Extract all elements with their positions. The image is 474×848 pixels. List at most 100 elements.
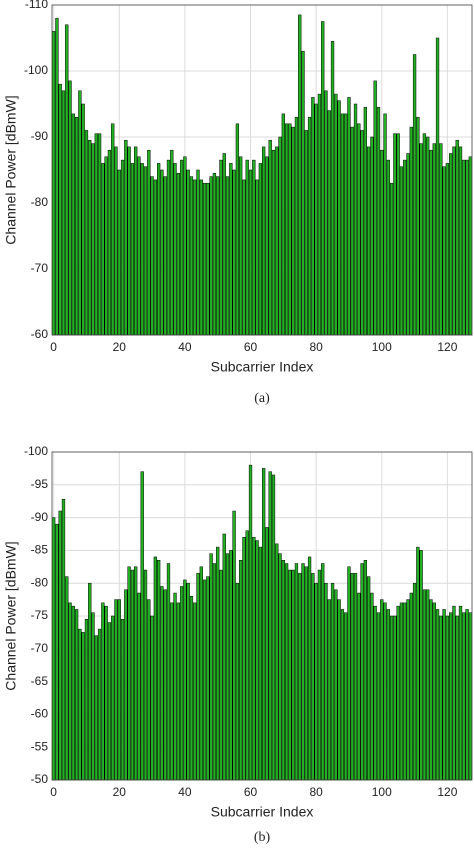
bar xyxy=(307,116,312,336)
bar xyxy=(317,569,322,781)
bar xyxy=(68,80,72,336)
bar xyxy=(370,592,374,781)
bar xyxy=(216,176,220,336)
bar xyxy=(462,612,466,781)
bar xyxy=(51,31,56,336)
bar xyxy=(140,163,144,336)
bar xyxy=(127,566,131,781)
bar xyxy=(357,592,361,781)
bar xyxy=(199,179,203,336)
bar xyxy=(117,599,121,781)
bar xyxy=(101,163,105,336)
bar xyxy=(426,589,430,781)
bar xyxy=(271,474,276,781)
y-tick-label: -95 xyxy=(31,477,49,491)
bar xyxy=(242,179,246,336)
bar xyxy=(111,615,115,781)
bar xyxy=(88,582,92,781)
bar xyxy=(458,605,463,781)
bar xyxy=(186,582,190,781)
bar xyxy=(416,546,420,781)
bar xyxy=(94,635,98,781)
bar xyxy=(183,579,187,781)
bar xyxy=(311,573,315,781)
x-tick-label: 40 xyxy=(178,785,192,799)
bar xyxy=(340,113,345,336)
bar xyxy=(150,615,154,781)
bar xyxy=(386,159,390,336)
bar xyxy=(124,140,128,336)
bar xyxy=(193,602,197,781)
x-tick-label: 80 xyxy=(309,785,323,799)
bar xyxy=(271,149,276,336)
y-tick-label: -65 xyxy=(31,674,49,688)
x-tick-label: 60 xyxy=(244,340,258,354)
axes-box xyxy=(51,4,473,336)
y-tick-label: -85 xyxy=(31,543,49,557)
bar xyxy=(301,563,305,781)
bar xyxy=(380,149,384,336)
bar xyxy=(445,615,450,781)
bar xyxy=(61,90,66,336)
bar xyxy=(147,599,151,781)
bar xyxy=(104,156,108,336)
bar xyxy=(399,602,404,781)
bar xyxy=(219,569,223,781)
bar xyxy=(403,602,407,781)
bar xyxy=(84,130,89,336)
bar xyxy=(449,153,453,336)
bar xyxy=(321,563,325,781)
bar xyxy=(58,83,62,336)
y-tick-label: -55 xyxy=(31,739,49,753)
bar xyxy=(304,566,308,781)
bar xyxy=(412,582,417,781)
bar xyxy=(71,113,75,336)
bar xyxy=(422,589,427,781)
bar xyxy=(163,176,167,336)
bar xyxy=(340,609,345,781)
bar xyxy=(432,143,436,336)
bar xyxy=(156,163,161,336)
bar xyxy=(455,140,459,336)
bar xyxy=(137,592,141,781)
bar xyxy=(357,123,361,336)
bar xyxy=(291,126,295,336)
bar xyxy=(68,602,72,781)
bar xyxy=(268,140,272,336)
x-tick-label: 40 xyxy=(178,340,192,354)
bar xyxy=(386,609,390,781)
bar xyxy=(179,159,184,336)
bar xyxy=(255,540,259,781)
bar xyxy=(120,619,125,781)
bar xyxy=(255,179,259,336)
bar xyxy=(376,107,381,336)
bar xyxy=(435,37,440,336)
bar xyxy=(176,173,180,336)
bar xyxy=(311,97,315,336)
bar xyxy=(202,182,207,336)
y-tick-label: -70 xyxy=(31,261,49,275)
y-tick-label: -60 xyxy=(31,327,49,341)
bar xyxy=(170,149,174,336)
bar xyxy=(327,599,331,781)
bar xyxy=(137,156,141,336)
bar xyxy=(196,169,200,336)
y-tick-label: -110 xyxy=(25,0,48,11)
bar xyxy=(291,569,295,781)
bar xyxy=(462,159,466,336)
bar xyxy=(442,609,446,781)
bar xyxy=(383,602,387,781)
caption: (a) xyxy=(254,391,270,406)
bar xyxy=(173,163,177,336)
y-tick-label: -90 xyxy=(31,510,49,524)
bar xyxy=(127,146,131,336)
bar xyxy=(344,113,348,336)
bar xyxy=(383,113,387,336)
bar xyxy=(130,569,135,781)
y-tick-label: -90 xyxy=(31,129,49,143)
bar xyxy=(97,133,102,336)
bar xyxy=(406,599,410,781)
caption: (b) xyxy=(254,830,271,845)
bar xyxy=(196,573,200,781)
